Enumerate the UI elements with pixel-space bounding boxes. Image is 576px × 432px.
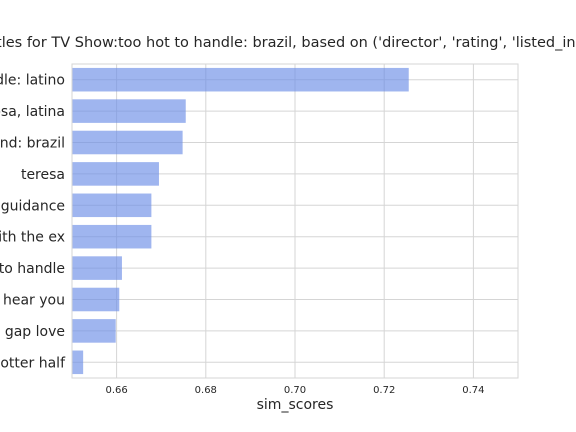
bar xyxy=(72,99,186,123)
bar xyxy=(72,256,122,280)
bars xyxy=(72,67,409,375)
chart-title: Recommend titles for TV Show:too hot to … xyxy=(0,35,576,51)
y-tick-label: hotter half xyxy=(0,355,66,371)
bar xyxy=(72,319,116,343)
y-tick-label: with the ex xyxy=(0,230,65,246)
x-tick-labels: 0.66 0.68 0.70 0.72 0.74 xyxy=(105,385,484,396)
y-tick-label: l guidance xyxy=(0,198,65,214)
bar xyxy=(72,350,84,375)
y-tick-label: ound: brazil xyxy=(0,136,65,152)
y-tick-label: ndle: latino xyxy=(0,73,65,89)
x-tick-label: 0.72 xyxy=(373,385,395,396)
plot-frame xyxy=(71,63,519,379)
bar xyxy=(72,287,120,312)
y-tick-label: e gap love xyxy=(0,324,65,340)
bar xyxy=(72,67,409,92)
bar xyxy=(72,193,152,218)
x-tick-label: 0.66 xyxy=(105,385,127,396)
bar xyxy=(72,162,159,186)
x-tick-label: 0.70 xyxy=(284,385,306,396)
x-tick-label: 0.74 xyxy=(462,385,484,396)
y-tick-label: i hear you xyxy=(0,293,65,309)
x-tick-label: 0.68 xyxy=(195,385,217,396)
x-axis-label: sim_scores xyxy=(257,397,334,413)
bar xyxy=(72,130,183,155)
y-tick-label: t to handle xyxy=(0,261,65,277)
y-tick-label: teresa xyxy=(21,167,65,183)
bar xyxy=(72,224,152,249)
